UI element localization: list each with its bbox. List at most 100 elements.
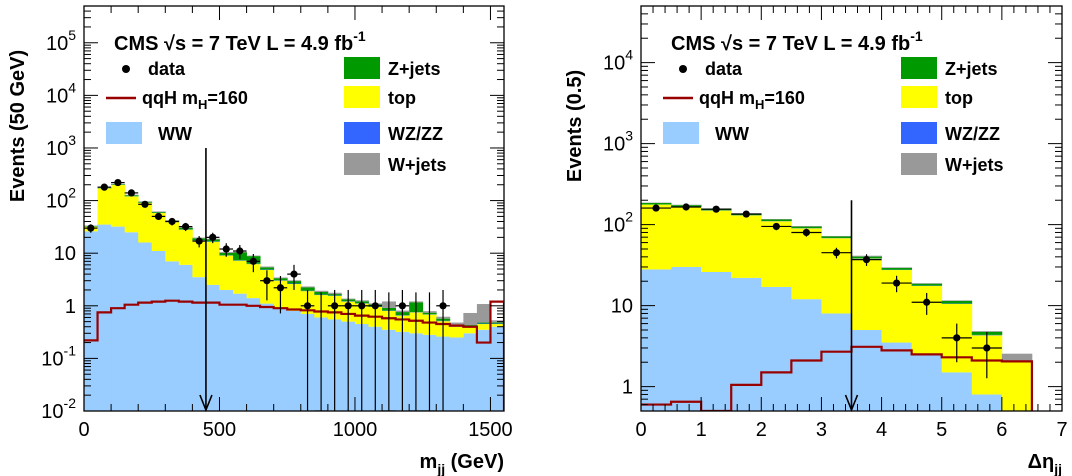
left-data-marker-4 (141, 200, 149, 208)
left-bar-ww-8 (192, 277, 207, 411)
left-legend-data-marker (122, 65, 130, 73)
right-data-marker-4 (772, 222, 780, 231)
left-data-marker-13 (263, 277, 271, 285)
left-bar-top-4 (138, 202, 153, 243)
left-panel: 0 500 1000 150010-210-1110102103104105Event… (7, 5, 513, 476)
left-bar-top-30 (490, 324, 504, 327)
right-bar-ww-2 (701, 272, 732, 411)
left-bar-ww-9 (205, 284, 220, 411)
left-bar-w-jets-5 (151, 211, 166, 213)
right-legend-wz-zz-label: WZ/ZZ (945, 124, 1000, 144)
left-data-marker-14 (276, 284, 285, 292)
left-ytick-base: 1 (65, 296, 76, 318)
left-ytick-exp: 4 (68, 79, 76, 95)
left-legend-signal-tail: =160 (207, 88, 248, 108)
left-data-point-1 (97, 183, 112, 191)
right-xtick-label: 2 (756, 419, 767, 441)
right-data-point-9 (911, 292, 942, 315)
left-legend-signal-main: qqH m (142, 88, 198, 108)
left-data-point-8 (192, 236, 206, 248)
right-bar-top-2 (701, 210, 732, 273)
right-data-point-3 (731, 210, 762, 218)
left-data-point-21 (368, 289, 383, 411)
right-data-point-7 (851, 254, 882, 266)
right-ytick-label: 1 (622, 377, 633, 399)
right-xtick-label: 6 (996, 419, 1007, 441)
right-bar-top-4 (761, 221, 792, 287)
left-data-marker-2 (114, 178, 122, 187)
left-legend-wz-zz-swatch (344, 122, 380, 144)
left-data-marker-18 (331, 302, 339, 310)
left-xtick-label: 1000 (333, 419, 378, 441)
left-bar-ww-5 (151, 251, 166, 411)
left-ytick-exp: 2 (68, 185, 76, 201)
right-xlabel-main: Δη (1028, 451, 1055, 473)
left-bar-w-jets-29 (476, 304, 491, 323)
left-legend-wz-zz-label: WZ/ZZ (388, 124, 443, 144)
right-header-lumi-exp: -1 (910, 28, 923, 44)
right-bar-ww-6 (821, 313, 852, 411)
left-data-point-15 (287, 264, 301, 290)
left-ytick-label: 105 (46, 27, 76, 55)
left-bar-top-5 (151, 213, 166, 252)
left-data-point-25 (422, 292, 437, 411)
right-bar-w-jets-12 (1001, 353, 1033, 362)
left-ytick-base: 10 (46, 138, 68, 160)
left-bar-ww-10 (219, 289, 234, 411)
left-xlabel: mjj (GeV) (420, 451, 504, 476)
right-data-point-6 (821, 247, 852, 259)
right-bar-w-jets-11 (971, 331, 1003, 332)
right-xtick-label: 5 (936, 419, 947, 441)
left-bar-ww-29 (476, 329, 491, 411)
left-ytick-exp: -2 (64, 395, 77, 411)
right-ytick-base: 10 (603, 215, 625, 237)
right-data-marker-10 (953, 334, 961, 342)
left-data-marker-9 (209, 233, 217, 241)
left-signal-line (84, 299, 504, 411)
left-chart-header: CMS √s = 7 TeV L = 4.9 fb-1 (114, 28, 366, 55)
right-bar-ww-8 (881, 342, 913, 411)
left-data-marker-12 (249, 257, 257, 265)
right-ytick-label: 104 (603, 47, 633, 75)
left-bar-top-2 (111, 185, 126, 227)
right-ytick-base: 10 (611, 296, 633, 318)
right-bar-w-jets-8 (881, 267, 913, 268)
left-ytick-base: 10 (46, 85, 68, 107)
left-bar-ww-7 (178, 264, 193, 411)
left-bar-wz-zz-29 (476, 323, 491, 325)
right-bar-ww-9 (911, 354, 943, 411)
left-ytick-base: 10 (46, 191, 68, 213)
left-bar-top-28 (463, 326, 478, 334)
left-ytick-label: 103 (46, 132, 76, 160)
left-bar-z-jets-29 (476, 322, 491, 324)
left-legend-z-jets-swatch (344, 57, 380, 79)
left-bar-w-jets-13 (260, 266, 275, 268)
right-legend-signal-sub: H (755, 97, 764, 112)
right-bar-z-jets-5 (791, 226, 822, 229)
right-bar-z-jets-10 (941, 301, 973, 304)
left-bar-top-29 (476, 324, 491, 330)
right-bar-ww-1 (671, 266, 702, 411)
left-bar-top-1 (97, 188, 112, 225)
right-data-marker-2 (712, 205, 720, 213)
right-bar-top-5 (791, 228, 822, 300)
left-legend-top-swatch (344, 86, 380, 108)
left-header-lumi-exp: -1 (353, 28, 366, 44)
left-data-marker-20 (358, 302, 366, 310)
left-legend-w-jets-swatch (344, 153, 380, 175)
right-xtick-label: 4 (876, 419, 887, 441)
right-bar-z-jets-6 (821, 236, 852, 238)
right-legend-data-marker (679, 65, 687, 73)
left-bar-top-11 (233, 260, 247, 294)
left-data-point-4 (138, 200, 152, 208)
right-legend-z-jets-swatch (901, 57, 937, 79)
right-ytick-base: 10 (603, 134, 625, 156)
left-data-marker-23 (398, 302, 406, 310)
right-data-marker-0 (652, 204, 660, 212)
left-data-point-17 (314, 292, 328, 411)
left-ytick-exp: -1 (64, 342, 77, 358)
left-xtick-label: 500 (203, 419, 236, 441)
left-data-point-26 (436, 289, 450, 411)
left-ytick-label: 10-1 (41, 342, 76, 370)
